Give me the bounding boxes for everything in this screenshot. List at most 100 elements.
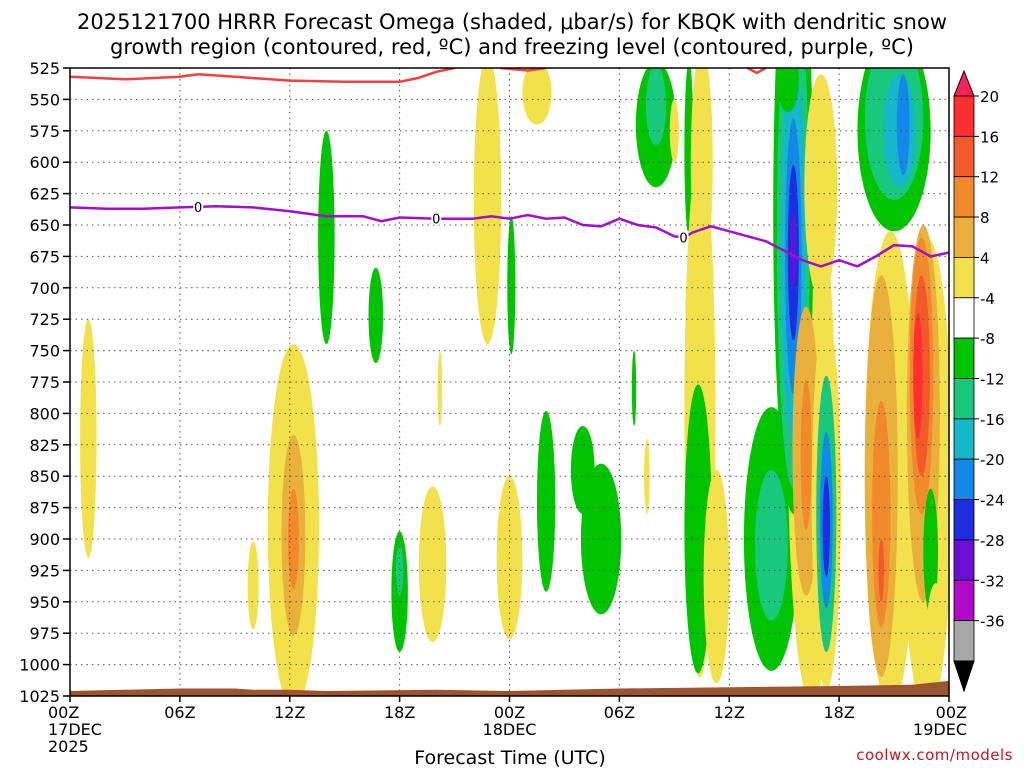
omega-region-23 <box>669 99 679 163</box>
omega-region-53 <box>896 74 910 175</box>
y-tick-label-1025: 1025 <box>19 687 60 706</box>
colorbar-swatch-2 <box>953 135 975 178</box>
omega-region-5 <box>318 130 335 345</box>
x-tick-label-0-1: 00Z <box>48 703 79 722</box>
colorbar-label-7: -12 <box>980 371 1005 389</box>
chart-title-line2: growth region (contoured, red, ºC) and f… <box>110 35 914 59</box>
terrain-layer <box>70 680 949 696</box>
y-tick-label-875: 875 <box>29 499 60 518</box>
colorbar-label-6: -8 <box>980 330 995 348</box>
freezing-label-bg-0 <box>193 199 204 213</box>
colorbar-label-8: -16 <box>980 411 1005 429</box>
y-tick-label-800: 800 <box>29 404 60 423</box>
x-tick-label-42-1: 18Z <box>823 703 854 722</box>
x-tick-label-12-1: 12Z <box>274 703 305 722</box>
y-tick-label-575: 575 <box>29 122 60 141</box>
omega-region-9 <box>418 486 447 642</box>
freezing-level-label-1: 0 <box>432 213 440 228</box>
y-tick-label-600: 600 <box>29 153 60 172</box>
y-tick-label-525: 525 <box>29 59 60 78</box>
y-tick-label-700: 700 <box>29 279 60 298</box>
plot-area: 0 0 0 <box>70 68 949 696</box>
y-tick-label-925: 925 <box>29 561 60 580</box>
omega-region-48 <box>872 400 891 627</box>
freezing-level-line <box>70 204 949 268</box>
colorbar-label-11: -28 <box>980 532 1005 550</box>
colorbar-label-2: 12 <box>980 169 999 187</box>
colorbar-swatch-11 <box>953 499 975 541</box>
x-tick-label-36-1: 12Z <box>714 703 745 722</box>
terrain-fill <box>70 680 949 696</box>
omega-region-22 <box>645 68 667 146</box>
colorbar-label-12: -32 <box>980 572 1005 590</box>
y-tick-label-625: 625 <box>29 185 60 204</box>
omega-region-15 <box>522 68 552 125</box>
freezing-label-bg-1 <box>431 211 442 225</box>
colorbar-swatch-14 <box>953 620 975 662</box>
dgz-contour-line <box>70 68 455 84</box>
colorbar-label-3: 8 <box>980 209 990 227</box>
omega-region-45 <box>822 476 830 577</box>
dgz-contour-line-right <box>746 68 767 75</box>
omega-region-59 <box>923 488 939 615</box>
omega-region-10 <box>437 350 443 426</box>
pressure-axis: 525 550 575 600 625 650 675 700 725 750 775 800 825 8… <box>19 59 70 706</box>
omega-region-30 <box>754 469 788 621</box>
colorbar-label-9: -20 <box>980 451 1005 469</box>
x-tick-label-48-1: 00Z <box>936 703 967 722</box>
omega-region-58 <box>913 312 923 439</box>
x-tick-label-24-1: 00Z <box>494 703 525 722</box>
y-tick-label-975: 975 <box>29 624 60 643</box>
x-tick-label-48-2: 19DEC <box>913 720 967 739</box>
omega-region-6 <box>368 267 384 364</box>
omega-region-3 <box>287 488 299 590</box>
y-tick-label-900: 900 <box>29 530 60 549</box>
x-tick-label-0-3: 2025 <box>48 737 89 756</box>
colorbar-label-10: -24 <box>980 492 1005 510</box>
colorbar-swatch-12 <box>953 539 975 581</box>
y-tick-label-850: 850 <box>29 467 60 486</box>
colorbar-swatch-1 <box>953 95 975 137</box>
colorbar-label-5: -4 <box>980 290 995 308</box>
omega-region-17 <box>570 425 595 514</box>
omega-shaded-field <box>80 68 949 696</box>
x-tick-label-6-1: 06Z <box>164 703 195 722</box>
y-tick-label-650: 650 <box>29 216 60 235</box>
y-tick-label-675: 675 <box>29 247 60 266</box>
colorbar-swatch-13 <box>953 579 975 622</box>
omega-region-28 <box>703 469 730 684</box>
x-axis-label: Forecast Time (UTC) <box>414 747 605 768</box>
omega-region-14 <box>536 410 556 592</box>
colorbar-swatch-3 <box>953 176 975 218</box>
x-tick-label-18-1: 18Z <box>384 703 415 722</box>
y-tick-label-950: 950 <box>29 593 60 612</box>
chart-title-line1: 2025121700 HRRR Forecast Omega (shaded, … <box>77 10 947 34</box>
colorbar-label-13: -36 <box>980 613 1005 631</box>
freezing-label-bg-2 <box>678 230 689 244</box>
colorbar-swatch-9 <box>953 418 975 460</box>
freezing-level-label-2: 0 <box>679 232 687 247</box>
y-tick-label-550: 550 <box>29 90 60 109</box>
omega-region-18 <box>631 350 637 426</box>
colorbar-label-1: 16 <box>980 128 999 146</box>
omega-region-41 <box>776 68 799 112</box>
omega-region-0 <box>80 319 97 558</box>
omega-region-20 <box>644 438 650 514</box>
omega-region-49 <box>878 539 884 602</box>
grid-lines <box>70 68 949 696</box>
colorbar-label-4: 4 <box>980 249 990 267</box>
omega-region-13 <box>507 216 516 355</box>
colorbar-swatch-8 <box>953 378 975 420</box>
contour-lines: 0 0 0 <box>70 68 949 268</box>
colorbar-swatch-6 <box>953 297 975 339</box>
omega-region-40 <box>800 379 812 531</box>
y-tick-label-750: 750 <box>29 342 60 361</box>
credit-text: coolwx.com/models <box>856 746 1013 764</box>
omega-region-26 <box>690 68 713 276</box>
x-tick-label-24-2: 18DEC <box>483 720 537 739</box>
omega-region-37 <box>790 212 797 288</box>
y-tick-label-1000: 1000 <box>19 656 60 675</box>
omega-region-60 <box>927 582 946 671</box>
colorbar-label-0: 20 <box>980 88 999 106</box>
